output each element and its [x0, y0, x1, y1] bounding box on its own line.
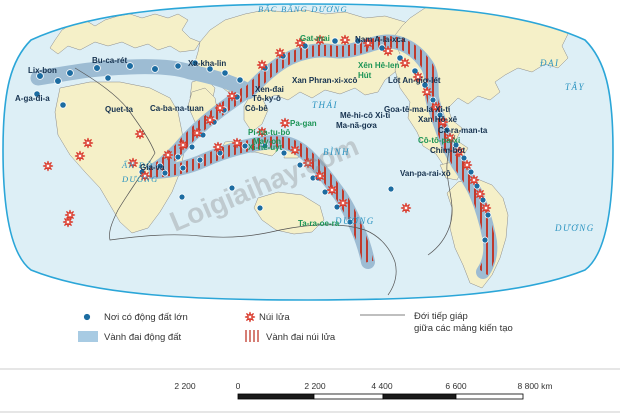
svg-text:Lix-bon: Lix-bon	[28, 66, 57, 75]
svg-text:Gia-va: Gia-va	[140, 163, 165, 172]
svg-text:Ta-ra-oe-ra: Ta-ra-oe-ra	[298, 219, 340, 228]
svg-text:2 200: 2 200	[174, 381, 196, 391]
svg-text:TÂY: TÂY	[565, 82, 585, 92]
svg-text:Hút: Hút	[358, 71, 372, 80]
svg-text:Quet-ta: Quet-ta	[105, 105, 134, 114]
svg-text:Goa-tê-ma-la Xi-ti: Goa-tê-ma-la Xi-ti	[384, 105, 450, 114]
svg-text:Cô-tô-pa-xi: Cô-tô-pa-xi	[418, 136, 460, 145]
svg-text:Van-pa-rai-xô: Van-pa-rai-xô	[400, 169, 451, 178]
svg-text:0: 0	[236, 381, 241, 391]
svg-text:Xi-ne-uyt: Xi-ne-uyt	[248, 143, 283, 152]
svg-text:Nơi có động đất lớn: Nơi có động đất lớn	[104, 312, 188, 323]
svg-text:Xa-kha-lin: Xa-kha-lin	[188, 59, 226, 68]
svg-text:BÌNH: BÌNH	[323, 147, 350, 157]
svg-text:DƯƠNG: DƯƠNG	[334, 216, 375, 226]
svg-text:ĐẠI: ĐẠI	[539, 58, 560, 68]
svg-text:THÁI: THÁI	[312, 100, 338, 110]
svg-text:Chim-bôt: Chim-bôt	[430, 146, 465, 155]
svg-text:Lốt An-giơ-lét: Lốt An-giơ-lét	[388, 76, 441, 85]
svg-text:Núi lửa: Núi lửa	[259, 312, 290, 323]
svg-text:Bu-ca-rét: Bu-ca-rét	[92, 56, 127, 65]
svg-text:Pi-na-tu-bô: Pi-na-tu-bô	[248, 128, 290, 137]
svg-text:Ca-ba-na-tuan: Ca-ba-na-tuan	[150, 104, 204, 113]
svg-text:6 600: 6 600	[445, 381, 467, 391]
svg-text:Xan Phran-xi-xcô: Xan Phran-xi-xcô	[292, 76, 357, 85]
svg-text:Tô-ky-ô: Tô-ky-ô	[252, 94, 281, 103]
svg-text:Cô-bê: Cô-bê	[245, 104, 268, 113]
svg-text:DƯƠNG: DƯƠNG	[121, 174, 159, 184]
svg-text:2 200: 2 200	[304, 381, 326, 391]
svg-text:Ma-nã-gơa: Ma-nã-gơa	[336, 121, 377, 130]
svg-text:Nam A-la-xca: Nam A-la-xca	[355, 35, 406, 44]
svg-text:Xên Hê-len: Xên Hê-len	[358, 61, 399, 70]
svg-text:Vành đai động đất: Vành đai động đất	[104, 332, 181, 343]
svg-text:BẮC BĂNG DƯƠNG: BẮC BĂNG DƯƠNG	[258, 4, 348, 14]
svg-text:4 400: 4 400	[371, 381, 393, 391]
svg-text:8 800 km: 8 800 km	[518, 381, 553, 391]
svg-text:giữa các mảng kiến tạo: giữa các mảng kiến tạo	[414, 323, 513, 334]
svg-text:Gat-mai: Gat-mai	[300, 34, 330, 43]
svg-text:Xen-đai: Xen-đai	[255, 85, 284, 94]
svg-text:Mê-hi-cô Xi-ti: Mê-hi-cô Xi-ti	[340, 111, 390, 120]
svg-text:Vành đai núi lửa: Vành đai núi lửa	[266, 332, 336, 343]
svg-text:Xan Hô-xê: Xan Hô-xê	[418, 115, 458, 124]
svg-text:DƯƠNG: DƯƠNG	[554, 223, 595, 233]
svg-text:Ca-ra-man-ta: Ca-ra-man-ta	[438, 126, 488, 135]
svg-text:Đới tiếp giáp: Đới tiếp giáp	[414, 311, 468, 322]
svg-text:A-ga-đi-a: A-ga-đi-a	[15, 94, 50, 103]
svg-text:Pa-gan: Pa-gan	[290, 119, 317, 128]
